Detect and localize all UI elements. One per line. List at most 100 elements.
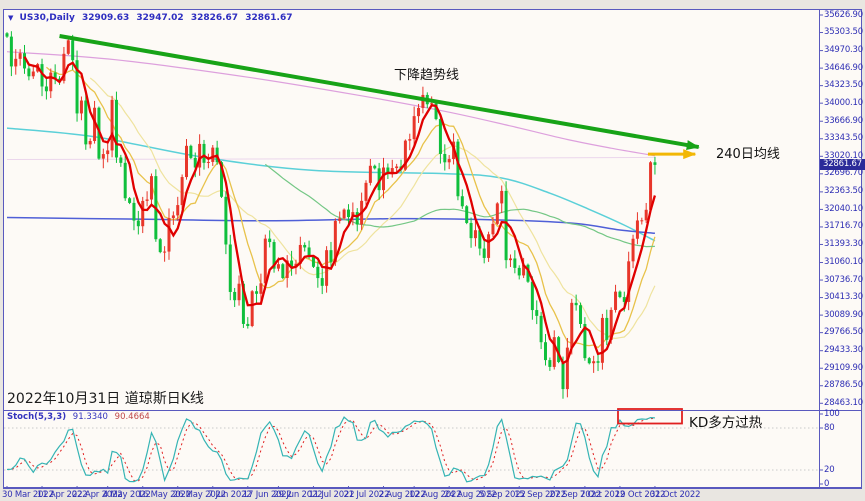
candle-body (618, 291, 622, 298)
candle-body (224, 196, 228, 245)
indicator-axis-label: 100 (824, 409, 840, 419)
candle-body (622, 297, 626, 302)
price-chart-window[interactable] (3, 9, 862, 489)
candle-body (176, 205, 180, 216)
candle-body (329, 250, 333, 262)
candle-body (71, 40, 75, 61)
price-axis-label: 35626.90 (824, 9, 863, 20)
candle-body (237, 283, 241, 301)
candle-body (482, 248, 486, 258)
high-value: 32947.02 (136, 13, 184, 23)
candle-body (14, 58, 18, 67)
candle-body (517, 267, 521, 276)
candle-body (167, 218, 171, 252)
candle-body (233, 291, 237, 301)
candle-body (530, 281, 534, 311)
candle-body (132, 202, 136, 221)
date-axis-label: 4 May 2022 (102, 490, 151, 500)
stochastic-panel (4, 416, 819, 483)
candle-body (382, 167, 386, 191)
descending-trendline (59, 33, 700, 150)
price-axis-label: 33666.90 (824, 115, 863, 126)
candle-body (434, 103, 438, 120)
candle-body (386, 167, 390, 173)
candle-body (44, 86, 48, 92)
candle-body (535, 310, 539, 316)
symbol-dropdown-icon[interactable]: ▼ (8, 14, 14, 22)
price-axis-label: 34646.90 (824, 62, 863, 73)
candle-body (202, 143, 206, 163)
candle-body (119, 157, 123, 163)
candle-body (184, 145, 188, 178)
candle-body (508, 258, 512, 261)
stoch-k-line (6, 416, 655, 483)
candle-body (430, 103, 434, 105)
candle-body (649, 162, 653, 210)
candle-body (9, 36, 13, 67)
stochastic-name: Stoch(5,3,3) (7, 412, 67, 422)
date-axis-label: 24 Aug 2022 (444, 490, 497, 500)
candle-body (88, 141, 92, 145)
candle-body (570, 302, 574, 348)
price-axis-label: 32040.10 (824, 203, 863, 214)
price-axis-label: 29766.50 (824, 327, 863, 338)
candle-body (522, 264, 526, 276)
ma-line-MA20 (89, 77, 656, 340)
candle-body (171, 215, 175, 219)
candle-body (403, 140, 407, 170)
candle-body (189, 145, 193, 158)
candle-body (473, 230, 477, 239)
price-axis-label: 28463.10 (824, 397, 863, 408)
candle-body (438, 119, 442, 154)
candle-body (495, 203, 499, 224)
candle-body (145, 199, 149, 201)
candle-body (49, 72, 53, 92)
overbought-box (617, 408, 683, 425)
candle-body (390, 168, 394, 173)
price-axis-label: 31060.10 (824, 257, 863, 268)
candles (5, 31, 657, 399)
candle-body (149, 176, 153, 200)
ma-line-MA60 (264, 163, 655, 248)
candle-body (408, 139, 412, 141)
candle-body (346, 209, 350, 218)
candle-body (193, 157, 197, 168)
date-axis-label: 22 Apr 2022 (72, 490, 123, 500)
date-axis-label: 21 Jul 2022 (343, 490, 390, 500)
candle-body (268, 238, 272, 243)
candle-body (298, 244, 302, 264)
stoch-d-line (6, 417, 655, 482)
open-value: 32909.63 (82, 13, 130, 23)
ma240-label: 240日均线 (716, 147, 780, 162)
candle-body (31, 71, 35, 77)
candle-body (316, 266, 320, 279)
price-axis-label: 32363.50 (824, 186, 863, 197)
candle-body (583, 323, 587, 359)
trendline-label: 下降趋势线 (394, 68, 460, 83)
indicator-axis-label: 20 (824, 465, 835, 475)
ma-line-MA120-blue (6, 216, 656, 235)
kd-overheat-label: KD多方过热 (689, 415, 763, 431)
price-axis-label: 30736.70 (824, 274, 863, 285)
current-price-tag: 32861.67 (820, 159, 865, 171)
stochastic-label: Stoch(5,3,3) 91.3340 90.4664 (7, 412, 154, 422)
candle-body (101, 154, 105, 159)
price-axis-label: 34970.30 (824, 45, 863, 56)
chart-caption: 2022年10月31日 道琼斯日K线 (7, 391, 204, 407)
price-axis-label: 29433.30 (824, 345, 863, 356)
candle-body (653, 162, 657, 165)
candle-body (307, 247, 311, 257)
candle-body (40, 64, 44, 87)
candle-body (561, 361, 565, 390)
candle-body (311, 256, 315, 267)
candle-body (106, 150, 110, 155)
date-axis-label: 15 Sep 2022 (514, 490, 566, 500)
candle-body (548, 360, 552, 367)
ma-line-MA10 (45, 66, 656, 349)
candle-body (574, 302, 578, 306)
candle-body (504, 190, 508, 261)
candle-body (596, 361, 600, 363)
symbol-ohlc-label: ▼ US30,Daily 32909.63 32947.02 32826.67 … (8, 13, 296, 23)
date-axis-label: 29 Jun 2022 (273, 490, 323, 500)
